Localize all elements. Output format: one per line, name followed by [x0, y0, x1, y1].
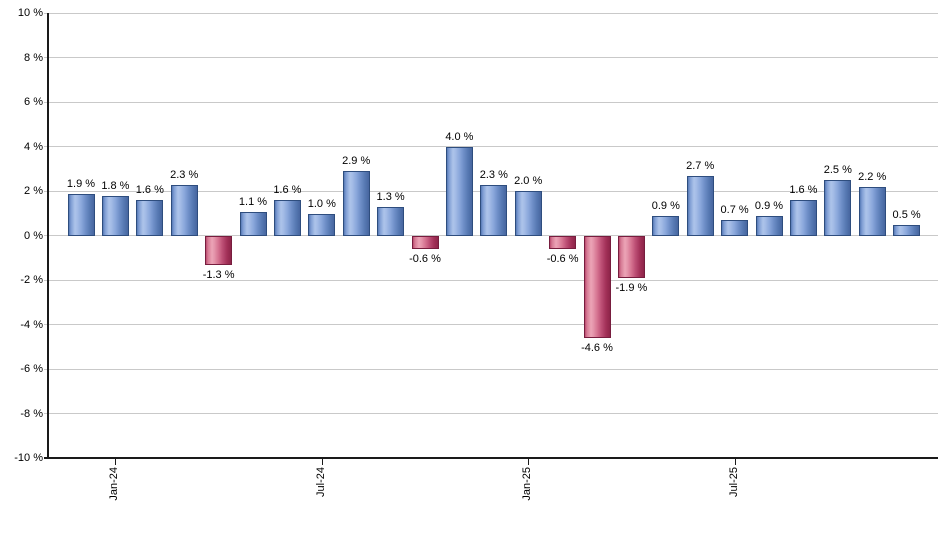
positive-bar	[514, 190, 542, 236]
positive-bar	[824, 179, 852, 236]
bar-value-label: 2.2 %	[858, 170, 887, 183]
positive-bar	[858, 186, 886, 236]
y-axis-tick-label: -2 %	[20, 274, 43, 286]
positive-bar	[893, 224, 921, 236]
y-axis-tick-label: 8 %	[24, 51, 43, 64]
negative-bar	[205, 235, 233, 265]
bar-value-label: -0.6 %	[409, 252, 441, 265]
positive-bar	[136, 199, 164, 236]
positive-bar	[342, 170, 370, 236]
positive-bar	[755, 215, 783, 236]
bar-value-label: -1.9 %	[615, 281, 648, 294]
x-axis-line	[44, 457, 938, 459]
positive-bar	[67, 193, 95, 236]
gridline	[44, 413, 938, 414]
y-axis-tick-label: 6 %	[24, 96, 43, 108]
y-axis-tick-label: -10 %	[14, 452, 43, 464]
negative-bar	[411, 235, 439, 249]
gridline	[44, 101, 938, 103]
x-axis-tick-label: Jul-25	[727, 467, 740, 497]
y-axis-tick-label: -4 %	[20, 318, 43, 331]
bar-value-label: 1.1 %	[238, 195, 268, 208]
positive-bar	[789, 199, 817, 236]
positive-bar	[652, 215, 680, 236]
bar-value-label: 0.5 %	[892, 208, 921, 221]
bar-value-label: 2.9 %	[342, 154, 371, 167]
bar-value-label: -0.6 %	[546, 252, 579, 265]
bar-value-label: -1.3 %	[202, 268, 235, 281]
bar-value-label: 1.8 %	[101, 179, 130, 192]
bar-value-label: 0.9 %	[754, 199, 784, 212]
bar-value-label: -4.6 %	[581, 341, 613, 354]
gridline	[44, 57, 938, 58]
bar-value-label: 1.6 %	[273, 183, 302, 196]
y-axis-tick-label: 10 %	[17, 7, 43, 19]
positive-bar	[101, 195, 129, 236]
positive-bar	[239, 211, 267, 236]
positive-bar	[273, 199, 301, 236]
bar-value-label: 2.5 %	[823, 163, 852, 176]
bar-value-label: 2.0 %	[514, 174, 543, 187]
bar-value-label: 1.9 %	[66, 177, 96, 190]
positive-bar	[308, 213, 336, 236]
positive-bar	[721, 219, 749, 236]
x-axis-tick-label: Jan-24	[108, 467, 121, 501]
bar-value-label: 1.6 %	[789, 183, 818, 196]
x-axis-tick	[321, 459, 323, 465]
y-axis-tick-label: 2 %	[24, 185, 43, 197]
positive-bar	[686, 175, 714, 236]
positive-bar	[445, 146, 473, 236]
positive-bar	[170, 184, 198, 236]
gridline	[44, 235, 938, 236]
bar-value-label: 4.0 %	[445, 130, 474, 143]
positive-bar	[377, 206, 405, 236]
gridline	[44, 324, 938, 325]
negative-bar	[583, 235, 611, 338]
bar-value-label: 1.0 %	[307, 197, 336, 210]
y-axis-tick-label: -6 %	[20, 363, 43, 375]
y-axis-tick-label: 0 %	[24, 229, 43, 242]
bar-value-label: 1.6 %	[135, 183, 164, 196]
gridline	[44, 146, 938, 147]
bar-value-label: 0.9 %	[651, 199, 680, 212]
bar-value-label: 2.3 %	[170, 168, 199, 181]
y-axis-tick-label: 4 %	[24, 140, 43, 153]
x-axis-tick-label: Jan-25	[521, 467, 534, 501]
positive-bar	[480, 184, 508, 236]
gridline	[44, 12, 938, 14]
x-axis-tick-label: Jul-24	[314, 467, 327, 497]
negative-bar	[617, 235, 645, 278]
y-axis-tick-label: -8 %	[20, 407, 43, 420]
bar-value-label: 2.7 %	[686, 159, 715, 172]
y-axis-line	[47, 13, 49, 459]
x-axis-tick	[115, 459, 117, 465]
x-axis-tick	[528, 459, 530, 465]
gridline	[44, 368, 938, 370]
bar-value-label: 0.7 %	[720, 203, 749, 216]
gridline	[44, 279, 938, 281]
bar-value-label: 1.3 %	[376, 190, 405, 203]
bar-value-label: 2.3 %	[479, 168, 508, 181]
negative-bar	[549, 235, 577, 249]
x-axis-tick	[734, 459, 736, 465]
